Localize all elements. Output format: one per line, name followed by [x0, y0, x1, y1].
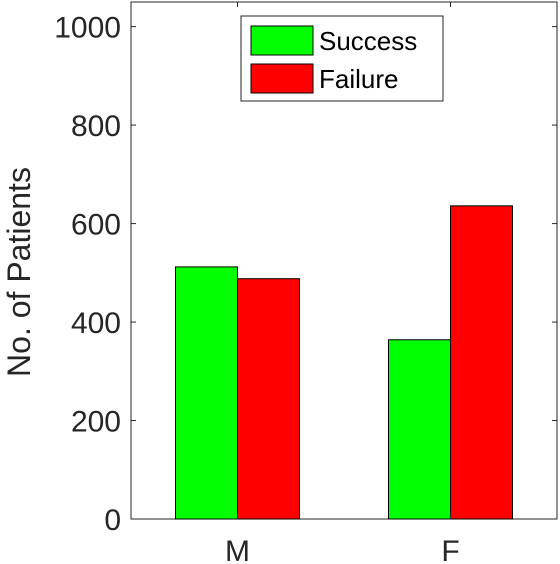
legend: Success Failure — [240, 15, 444, 102]
y-tick-label: 600 — [71, 209, 121, 242]
legend-swatch-success — [250, 25, 314, 56]
x-tick-label-m: M — [225, 535, 250, 564]
bars — [175, 205, 513, 520]
bar-failure-m — [237, 278, 300, 520]
y-tick-label: 0 — [104, 504, 121, 537]
bar-success-f — [388, 339, 451, 520]
bar-failure-f — [450, 205, 513, 520]
legend-swatch-failure — [250, 63, 314, 94]
y-tick-label: 800 — [71, 110, 121, 143]
bar-success-m — [175, 266, 238, 520]
y-tick-label: 400 — [71, 307, 121, 340]
legend-label-success: Success — [319, 26, 417, 56]
x-tick-label-f: F — [441, 535, 459, 564]
y-tick-label: 1000 — [54, 12, 121, 45]
y-axis-title: No. of Patients — [1, 167, 37, 377]
y-axis: 0 200 400 600 800 1000 — [54, 12, 557, 537]
y-tick-label: 200 — [71, 406, 121, 439]
legend-label-failure: Failure — [319, 64, 398, 94]
